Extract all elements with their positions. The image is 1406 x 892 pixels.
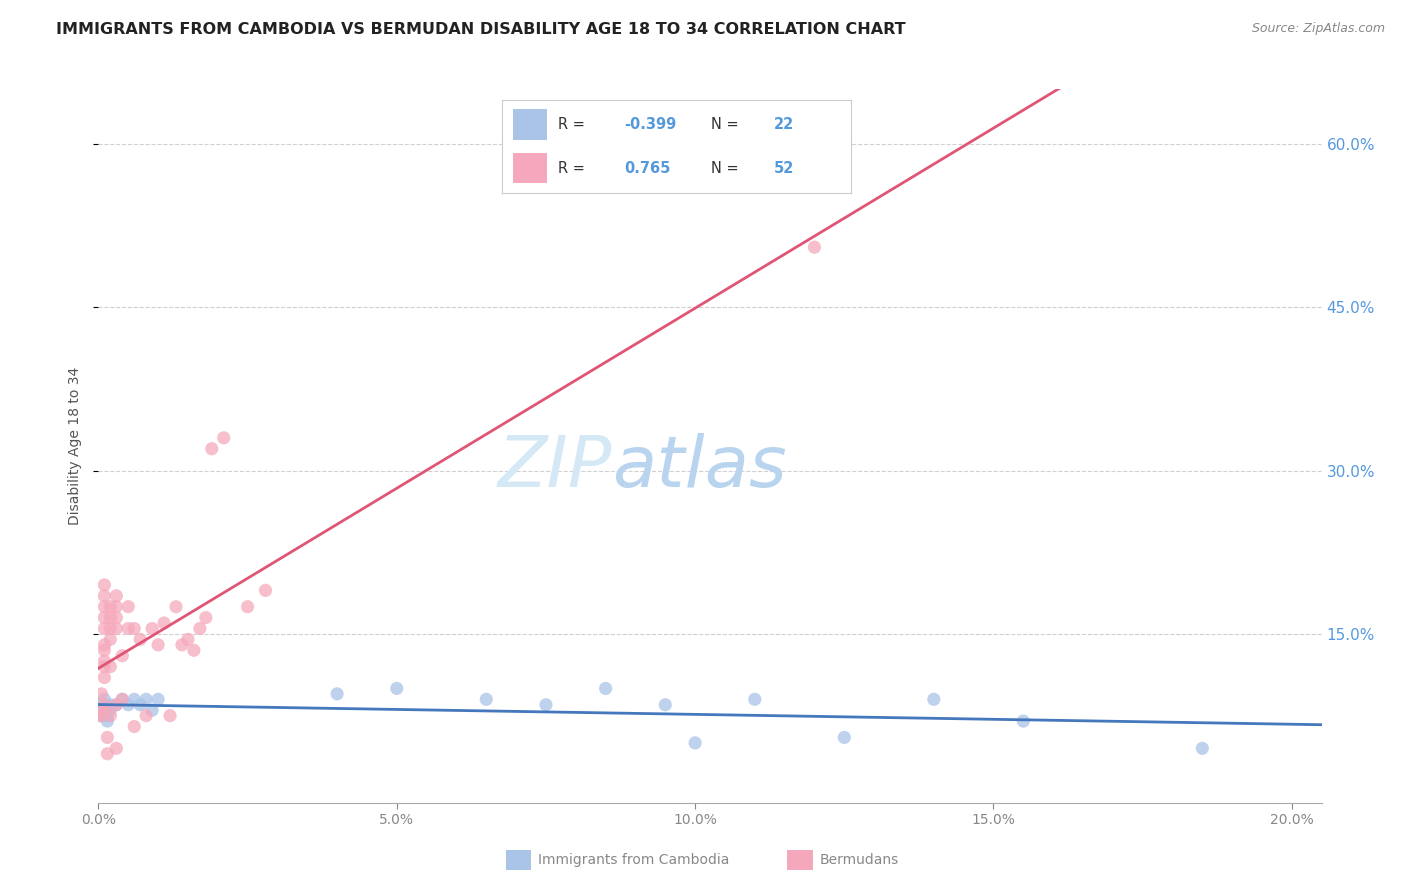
Point: [385, 681, 408, 696]
Point: [1191, 741, 1213, 756]
Point: [93, 622, 115, 636]
Point: [105, 698, 128, 712]
Point: [135, 692, 157, 706]
Point: [135, 708, 157, 723]
Point: [188, 622, 211, 636]
Point: [93, 610, 115, 624]
Point: [93, 703, 115, 717]
Point: [93, 578, 115, 592]
Point: [129, 698, 152, 712]
Text: atlas: atlas: [612, 433, 787, 502]
Point: [93, 638, 115, 652]
Point: [96, 747, 118, 761]
Point: [96, 708, 118, 723]
Point: [1012, 714, 1035, 728]
Point: [96, 731, 118, 745]
Point: [122, 622, 145, 636]
Point: [105, 599, 128, 614]
Point: [93, 659, 115, 673]
Point: [90, 698, 112, 712]
Point: [326, 687, 349, 701]
Point: [93, 599, 115, 614]
Text: Bermudans: Bermudans: [820, 853, 898, 867]
Text: IMMIGRANTS FROM CAMBODIA VS BERMUDAN DISABILITY AGE 18 TO 34 CORRELATION CHART: IMMIGRANTS FROM CAMBODIA VS BERMUDAN DIS…: [56, 22, 905, 37]
Point: [98, 610, 121, 624]
Point: [146, 638, 169, 652]
Point: [105, 741, 128, 756]
Point: [159, 708, 181, 723]
Point: [803, 240, 825, 254]
Point: [254, 583, 277, 598]
Point: [153, 615, 176, 630]
Text: Immigrants from Cambodia: Immigrants from Cambodia: [538, 853, 730, 867]
Point: [96, 714, 118, 728]
Point: [117, 698, 139, 712]
Text: ZIP: ZIP: [498, 433, 612, 502]
Point: [98, 599, 121, 614]
Point: [129, 632, 152, 647]
Point: [105, 589, 128, 603]
Point: [93, 698, 115, 712]
Point: [98, 659, 121, 673]
Point: [475, 692, 498, 706]
Point: [201, 442, 224, 456]
Text: Source: ZipAtlas.com: Source: ZipAtlas.com: [1251, 22, 1385, 36]
Point: [105, 622, 128, 636]
Point: [93, 703, 115, 717]
Point: [832, 731, 855, 745]
Point: [111, 692, 134, 706]
Point: [922, 692, 945, 706]
Point: [117, 599, 139, 614]
Point: [165, 599, 187, 614]
Point: [534, 698, 557, 712]
Point: [93, 654, 115, 668]
Point: [141, 703, 163, 717]
Point: [111, 648, 134, 663]
Point: [654, 698, 676, 712]
Point: [98, 698, 121, 712]
Point: [93, 671, 115, 685]
Point: [93, 589, 115, 603]
Point: [98, 632, 121, 647]
Point: [98, 703, 121, 717]
Point: [212, 431, 235, 445]
Point: [111, 692, 134, 706]
Y-axis label: Disability Age 18 to 34: Disability Age 18 to 34: [69, 367, 83, 525]
Point: [90, 708, 112, 723]
Point: [105, 610, 128, 624]
Point: [122, 720, 145, 734]
Point: [170, 638, 193, 652]
Point: [96, 703, 118, 717]
Point: [93, 643, 115, 657]
Point: [744, 692, 766, 706]
Point: [105, 698, 128, 712]
Point: [90, 687, 112, 701]
Point: [98, 622, 121, 636]
Point: [595, 681, 617, 696]
Point: [146, 692, 169, 706]
Point: [93, 708, 115, 723]
Point: [117, 622, 139, 636]
Point: [90, 703, 112, 717]
Point: [183, 643, 205, 657]
Point: [683, 736, 706, 750]
Point: [194, 610, 217, 624]
Point: [141, 622, 163, 636]
Point: [122, 692, 145, 706]
Point: [87, 708, 110, 723]
Point: [93, 698, 115, 712]
Point: [98, 708, 121, 723]
Point: [93, 692, 115, 706]
Point: [177, 632, 200, 647]
Point: [236, 599, 259, 614]
Point: [90, 708, 112, 723]
